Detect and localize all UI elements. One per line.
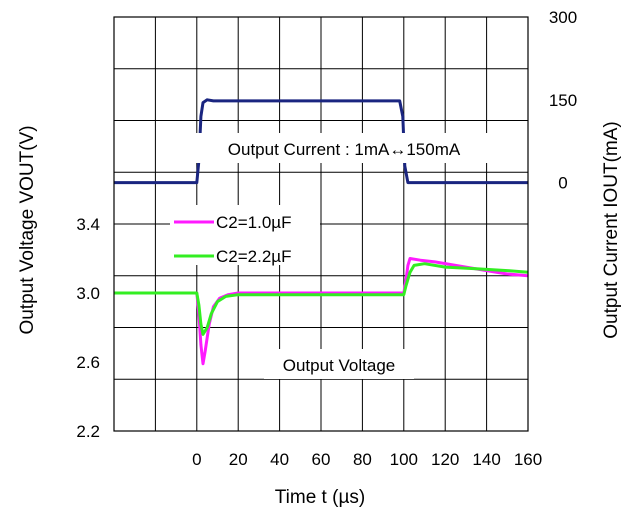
grid (114, 17, 528, 431)
x-tick-label: 60 (312, 450, 331, 469)
voltage-annotation: Output Voltage (283, 356, 395, 375)
plot-frame (113, 16, 529, 432)
series-layer (114, 98, 529, 366)
legend-label-c2-2-2uF: C2=2.2µF (216, 247, 291, 266)
current-tick-label: 150 (549, 91, 577, 110)
tick-labels: 0 20 40 60 80 100 120 140 160 2.2 2.6 3.0 3.4 0 150 300 (76, 8, 577, 469)
x-tick-label: 20 (229, 450, 248, 469)
x-tick-label: 120 (431, 450, 459, 469)
voltage-annotation-bg (264, 349, 414, 379)
x-axis-title: Time t (µs) (275, 487, 365, 508)
x-tick-label: 100 (390, 450, 418, 469)
x-tick-label: 80 (353, 450, 372, 469)
voltage-tick-label: 3.4 (76, 215, 100, 234)
x-tick-label: 40 (270, 450, 289, 469)
legend-label-c2-1uF: C2=1.0µF (216, 213, 291, 232)
voltage-tick-label: 3.0 (76, 284, 100, 303)
x-tick-label: 160 (514, 450, 542, 469)
series-line-c2-1-0-f (114, 257, 529, 366)
current-annotation-bg (183, 133, 505, 163)
current-annotation: Output Current : 1mA↔150mA (228, 140, 461, 159)
series-line-c2-2-2-f (114, 262, 529, 336)
legend: C2=1.0µF C2=2.2µF (170, 205, 320, 266)
voltage-tick-label: 2.6 (76, 353, 100, 372)
left-axis-title: Output Voltage VOUT(V) (17, 125, 38, 334)
x-tick-label: 0 (192, 450, 201, 469)
current-tick-label: 300 (549, 8, 577, 27)
current-tick-label: 0 (558, 174, 567, 193)
right-axis-title: Output Current IOUT(mA) (601, 121, 622, 339)
x-tick-label: 140 (472, 450, 500, 469)
voltage-tick-label: 2.2 (76, 422, 100, 441)
series-line-output-current (114, 98, 528, 185)
